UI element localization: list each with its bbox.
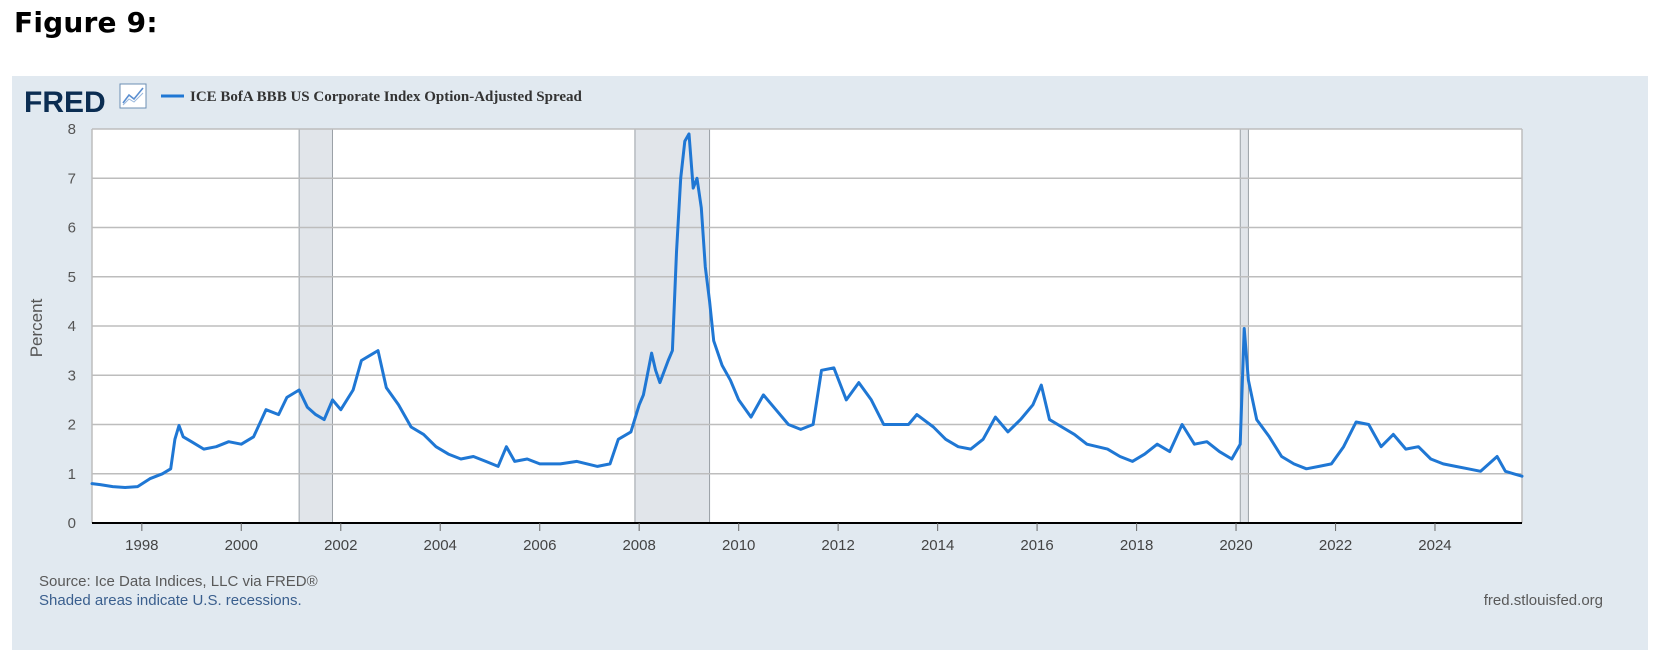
x-tick-label: 2024	[1418, 537, 1451, 554]
y-tick-label: 4	[68, 318, 76, 335]
y-tick-label: 3	[68, 367, 76, 384]
fred-logo-text: FRED	[24, 86, 106, 119]
x-tick-label: 2014	[921, 537, 954, 554]
y-axis-label: Percent	[27, 298, 46, 357]
y-tick-label: 5	[68, 269, 76, 286]
legend: ICE BofA BBB US Corporate Index Option-A…	[161, 89, 583, 105]
x-tick-label: 2008	[622, 537, 655, 554]
x-tick-label: 2018	[1120, 537, 1153, 554]
y-tick-label: 7	[68, 170, 76, 187]
y-tick-label: 2	[68, 417, 76, 434]
x-tick-label: 2004	[424, 537, 457, 554]
y-tick-label: 1	[68, 466, 76, 483]
plot-area: 0 1 2 3 4 5 6 7 8 1998 2000 2002 2004 2006 2008 2010 201…	[68, 121, 1524, 554]
x-tick-label: 2012	[821, 537, 854, 554]
line-graph-icon	[119, 83, 147, 109]
x-tick-label: 2010	[722, 537, 755, 554]
x-tick-label: 2002	[324, 537, 357, 554]
source-text: Source: Ice Data Indices, LLC via FRED®	[39, 573, 318, 590]
legend-label: ICE BofA BBB US Corporate Index Option-A…	[190, 89, 583, 105]
x-tick-label: 2020	[1219, 537, 1252, 554]
x-tick-label: 1998	[125, 537, 158, 554]
x-tick-label: 2016	[1020, 537, 1053, 554]
figure-title: Figure 9:	[14, 6, 158, 39]
chart-canvas: FRED ICE BofA BBB US Corporate Index Opt…	[24, 83, 1524, 554]
x-tick-label: 2000	[225, 537, 258, 554]
x-tick-label: 2022	[1319, 537, 1352, 554]
recession-note[interactable]: Shaded areas indicate U.S. recessions.	[39, 592, 302, 609]
y-tick-label: 0	[68, 515, 76, 532]
y-tick-label: 8	[68, 121, 76, 138]
series-line-bbb-oas	[90, 132, 1524, 489]
fred-url-link[interactable]: fred.stlouisfed.org	[1483, 592, 1603, 609]
y-tick-label: 6	[68, 220, 76, 237]
fred-graph-panel: FRED ICE BofA BBB US Corporate Index Opt…	[12, 76, 1648, 650]
x-tick-label: 2006	[523, 537, 556, 554]
